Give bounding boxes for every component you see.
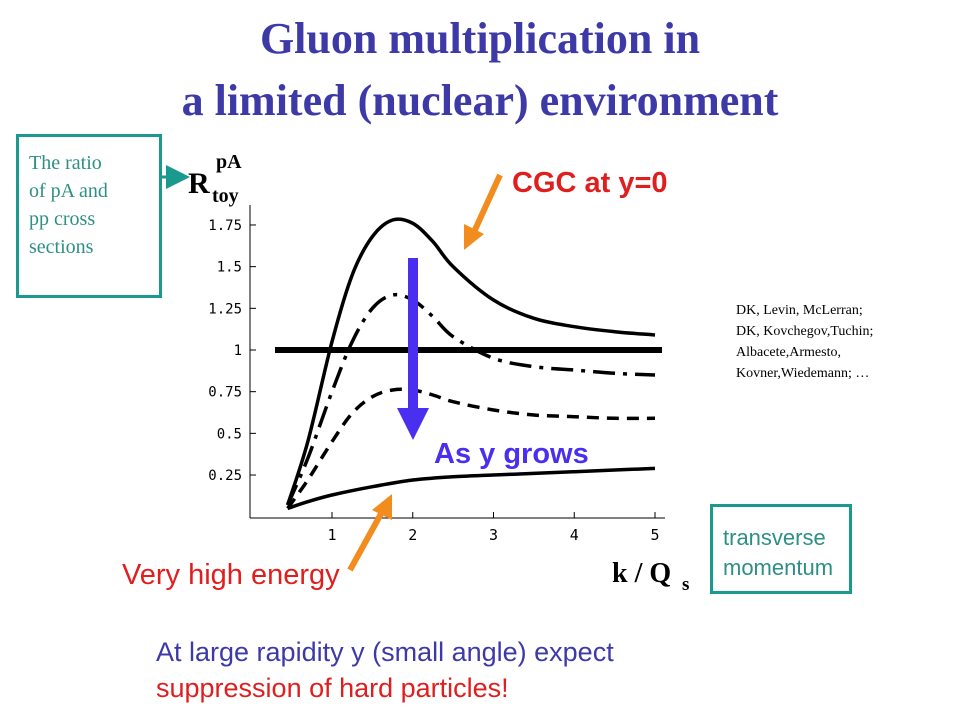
y-tick-label: 0.25 bbox=[208, 468, 242, 484]
y-axis-label-sup: pA bbox=[216, 151, 242, 173]
series-line-2 bbox=[285, 292, 656, 506]
as-y-grows-label: As y grows bbox=[434, 438, 589, 470]
y-tick-label: 1.5 bbox=[217, 260, 242, 276]
reference-line: DK, Kovchegov,Tuchin; bbox=[736, 324, 874, 339]
y-tick-label: 1 bbox=[234, 343, 242, 359]
high-energy-arrow-shaft bbox=[347, 510, 385, 572]
page-title-line-1: Gluon multiplication in bbox=[259, 14, 701, 63]
y-tick-label: 0.75 bbox=[208, 385, 242, 401]
x-axis-label-sub: s bbox=[682, 574, 689, 595]
x-axis-label: k / Q bbox=[612, 558, 671, 589]
conclusion-line-1: At large rapidity y (small angle) expect bbox=[156, 637, 614, 667]
y-tick-label: 1.25 bbox=[208, 301, 242, 317]
x-ticks: 1 2 3 4 5 bbox=[327, 512, 660, 544]
series-layer bbox=[275, 217, 662, 511]
ratio-note-line: of pA and bbox=[29, 180, 108, 202]
y-axis-label-sub: toy bbox=[212, 185, 239, 207]
reference-line: DK, Levin, McLerran; bbox=[736, 303, 863, 318]
y-grows-arrow-head bbox=[397, 408, 429, 440]
ratio-note-box: The ratio of pA and pp cross sections bbox=[16, 134, 162, 298]
high-energy-arrow-head bbox=[372, 494, 392, 520]
momentum-note-box: transverse momentum bbox=[710, 504, 852, 594]
y-grows-arrow-shaft bbox=[408, 258, 418, 413]
series-line-3 bbox=[286, 387, 656, 510]
series-line-4 bbox=[287, 466, 656, 511]
momentum-note-line: momentum bbox=[723, 555, 834, 580]
y-axis-label: R bbox=[188, 167, 210, 200]
x-tick-label: 5 bbox=[650, 526, 659, 544]
x-tick-label: 3 bbox=[489, 526, 498, 544]
references: DK, Levin, McLerran; DK, Kovchegov,Tuchi… bbox=[736, 300, 873, 384]
conclusion-line-2: suppression of hard particles! bbox=[156, 673, 509, 703]
cgc-arrow-head bbox=[464, 224, 484, 250]
x-tick-label: 2 bbox=[408, 526, 417, 544]
y-tick-label: 1.75 bbox=[208, 218, 242, 234]
momentum-note-line: transverse bbox=[723, 525, 826, 550]
very-high-energy-label: Very high energy bbox=[122, 559, 340, 591]
reference-line: Albacete,Armesto, bbox=[736, 345, 841, 360]
reference-line: Kovner,Wiedemann; … bbox=[736, 366, 870, 381]
y-tick-label: 0.5 bbox=[217, 426, 242, 442]
y-ticks: 0.25 0.5 0.75 1 1.25 1.5 1.75 bbox=[208, 218, 256, 484]
series-line-1 bbox=[285, 217, 656, 506]
page-title-line-2: a limited (nuclear) environment bbox=[181, 76, 779, 125]
ratio-note-line: The ratio bbox=[29, 152, 102, 174]
ratio-note-line: sections bbox=[29, 236, 94, 258]
bottom-conclusion: At large rapidity y (small angle) expect… bbox=[156, 634, 614, 706]
ratio-note-line: pp cross bbox=[29, 208, 96, 230]
x-tick-label: 1 bbox=[327, 526, 336, 544]
x-tick-label: 4 bbox=[570, 526, 579, 544]
cgc-label: CGC at y=0 bbox=[512, 167, 668, 199]
cgc-arrow-shaft bbox=[471, 173, 503, 234]
